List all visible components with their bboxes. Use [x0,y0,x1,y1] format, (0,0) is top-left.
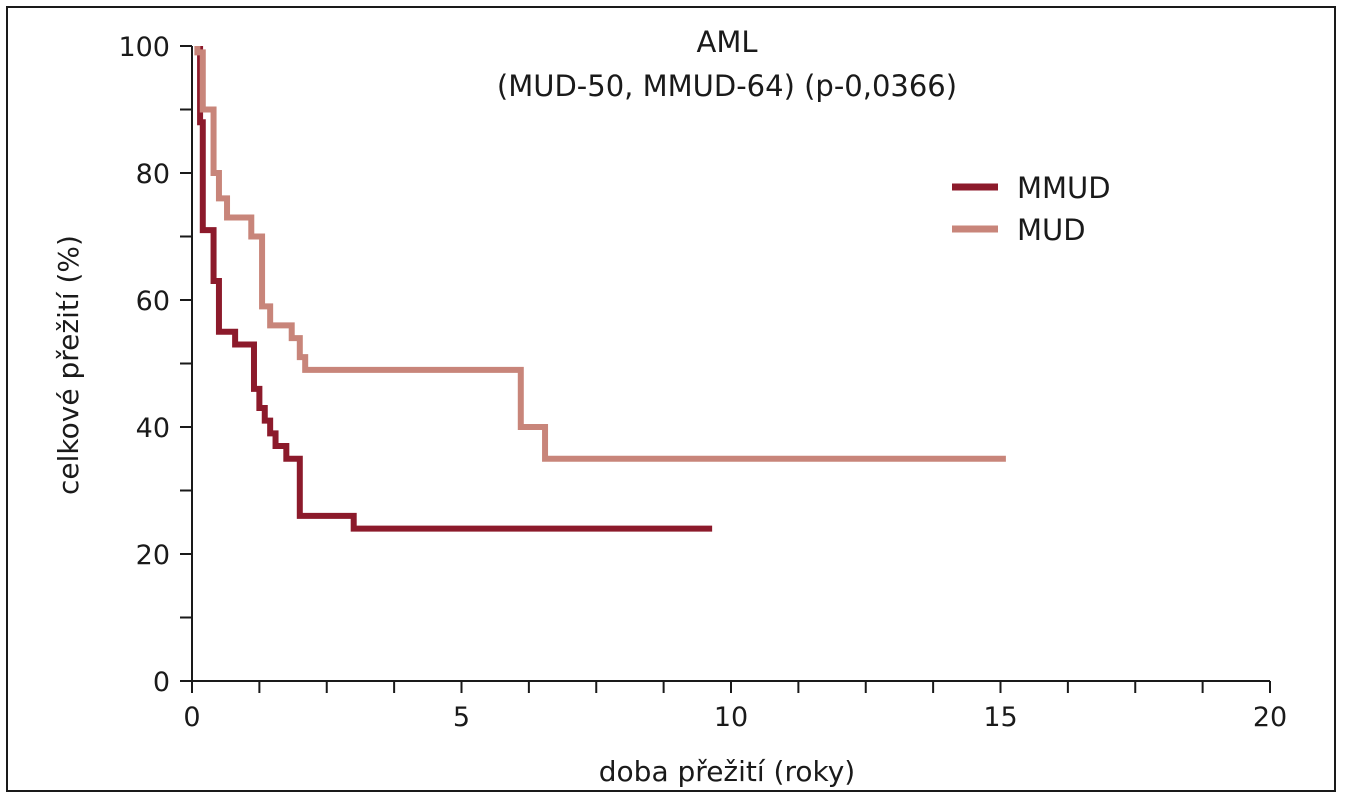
series-line-mmud [197,46,713,532]
y-axis-title: celkové přežití (%) [52,235,85,495]
y-tick-label: 80 [136,159,170,190]
series-line-mud [194,46,1006,462]
legend-label-mmud: MMUD [1017,171,1111,205]
y-tick-label: 60 [136,286,170,317]
chart-subtitle: (MUD-50, MMUD-64) (p-0,0366) [497,69,957,103]
x-tick-label: 0 [183,702,200,733]
x-axis-title: doba přežití (roky) [599,755,855,788]
y-tick-label: 0 [153,667,170,698]
chart-frame [6,6,1336,792]
chart-title: AML [696,25,757,59]
x-tick-label: 10 [714,702,748,733]
series-group [194,46,1006,532]
y-tick-label: 40 [136,413,170,444]
axes: 0 20 40 60 80 100 0 5 10 15 20 [118,32,1287,733]
y-tick-label: 20 [136,540,170,571]
x-tick-label: 5 [453,702,470,733]
legend-label-mud: MUD [1017,213,1086,247]
legend: MMUD MUD [952,171,1111,247]
x-tick-label: 15 [983,702,1017,733]
y-tick-label: 100 [118,32,170,63]
x-tick-label: 20 [1253,702,1287,733]
